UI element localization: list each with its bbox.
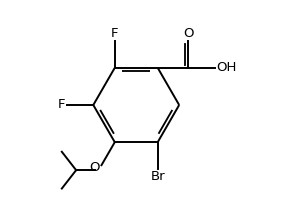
Text: O: O [89,161,100,174]
Text: O: O [183,27,194,40]
Text: Br: Br [150,170,165,183]
Text: F: F [111,27,119,40]
Text: F: F [58,98,66,112]
Text: OH: OH [216,61,236,74]
